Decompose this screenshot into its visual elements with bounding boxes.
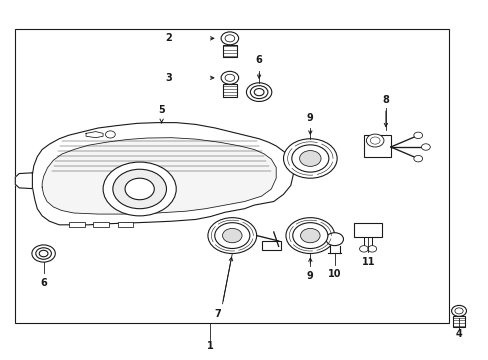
FancyBboxPatch shape	[353, 223, 382, 237]
Text: 11: 11	[361, 257, 374, 267]
Polygon shape	[223, 84, 236, 97]
Circle shape	[366, 134, 383, 147]
FancyBboxPatch shape	[261, 241, 281, 250]
Text: 1: 1	[206, 341, 213, 351]
Text: 8: 8	[382, 95, 388, 105]
Circle shape	[221, 32, 238, 45]
FancyBboxPatch shape	[363, 135, 390, 157]
Polygon shape	[15, 173, 32, 189]
Circle shape	[113, 169, 166, 209]
Circle shape	[359, 246, 367, 252]
Circle shape	[246, 83, 271, 102]
Circle shape	[36, 248, 51, 259]
Polygon shape	[452, 316, 464, 327]
Text: 6: 6	[40, 278, 47, 288]
Polygon shape	[32, 123, 293, 225]
Circle shape	[367, 246, 376, 252]
Text: 10: 10	[327, 269, 341, 279]
Circle shape	[221, 71, 238, 84]
FancyBboxPatch shape	[93, 222, 109, 226]
Text: 6: 6	[255, 55, 262, 65]
Text: 4: 4	[455, 329, 462, 339]
Text: 9: 9	[306, 113, 313, 123]
Circle shape	[125, 178, 154, 200]
Circle shape	[285, 218, 334, 253]
Circle shape	[292, 223, 327, 248]
Circle shape	[103, 162, 176, 216]
Circle shape	[300, 228, 320, 243]
FancyBboxPatch shape	[69, 222, 84, 226]
Circle shape	[222, 228, 242, 243]
Circle shape	[32, 245, 55, 262]
Text: 7: 7	[214, 309, 221, 319]
Polygon shape	[223, 45, 236, 57]
Circle shape	[214, 223, 249, 248]
Circle shape	[299, 150, 321, 166]
Circle shape	[207, 218, 256, 253]
Text: 5: 5	[158, 105, 164, 116]
Circle shape	[250, 86, 267, 99]
Circle shape	[450, 305, 466, 316]
Polygon shape	[42, 138, 276, 214]
Text: 9: 9	[306, 271, 313, 281]
Circle shape	[413, 132, 422, 139]
Circle shape	[413, 156, 422, 162]
FancyBboxPatch shape	[118, 222, 133, 226]
Polygon shape	[86, 132, 103, 138]
Circle shape	[325, 233, 343, 246]
FancyBboxPatch shape	[15, 30, 448, 323]
Circle shape	[421, 144, 429, 150]
Text: 2: 2	[165, 33, 172, 43]
Circle shape	[291, 145, 328, 172]
Circle shape	[283, 139, 336, 178]
Text: 3: 3	[165, 73, 172, 83]
